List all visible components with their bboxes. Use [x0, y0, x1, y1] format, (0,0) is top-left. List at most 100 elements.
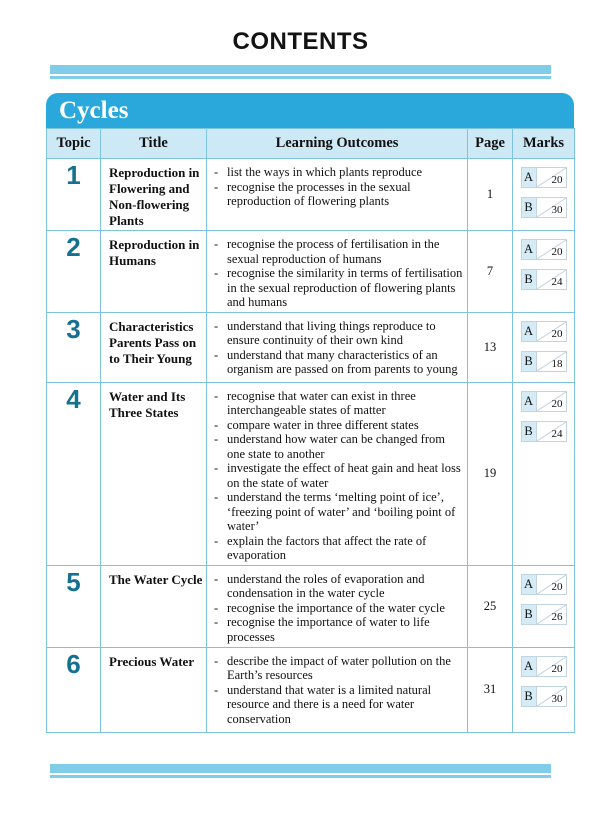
title-divider — [50, 65, 551, 79]
outcome-text: recognise the importance of the water cy… — [227, 600, 445, 615]
diagonal-slash-icon — [537, 392, 566, 411]
topic-cell: 1 — [46, 157, 101, 232]
dash-bullet: - — [214, 600, 219, 615]
outcome-item: - investigate the effect of heat gain and… — [214, 461, 463, 490]
score-value: 24 — [551, 427, 563, 440]
mark-label: A — [520, 167, 536, 188]
table-row: 4 Water and Its Three States - recognise th… — [46, 381, 575, 566]
column-header-title: Title — [100, 128, 207, 159]
score-box: 20 — [535, 239, 567, 261]
column-header-learning-outcomes: Learning Outcomes — [206, 128, 468, 159]
chapter-title: Reproduction in Flowering and Non-flower… — [100, 157, 207, 232]
outcome-text: compare water in three different states — [227, 417, 419, 432]
score-box: 26 — [535, 603, 567, 625]
dash-bullet: - — [214, 237, 219, 252]
dash-bullet: - — [214, 388, 219, 403]
page-number: 19 — [467, 381, 513, 566]
score-value: 20 — [551, 662, 563, 675]
score-box: 20 — [535, 655, 567, 677]
topic-number: 5 — [66, 566, 81, 597]
dash-bullet: - — [214, 490, 219, 505]
mark-unit: B 18 — [514, 350, 573, 372]
outcome-text: understand that water is a limited natur… — [227, 682, 432, 726]
dash-bullet: - — [214, 571, 219, 586]
outcome-item: - understand the roles of evaporation and… — [214, 572, 463, 601]
outcomes-cell: - understand that living things reproduce… — [206, 311, 468, 383]
topic-number: 3 — [66, 313, 81, 344]
mark-unit: A 20 — [514, 655, 573, 677]
score-box: 24 — [535, 269, 567, 291]
dash-bullet: - — [214, 653, 219, 668]
column-header-page: Page — [467, 128, 513, 159]
outcome-item: - understand that many characteristics of… — [214, 348, 463, 377]
outcome-text: understand the terms ‘melting point of i… — [227, 490, 456, 534]
page-number: 25 — [467, 564, 513, 648]
outcome-text: investigate the effect of heat gain and … — [227, 461, 461, 490]
outcome-item: - recognise the similarity in terms of fe… — [214, 266, 463, 310]
mark-label: A — [520, 239, 536, 261]
marks-cell: A 20 B 30 — [512, 157, 575, 232]
chapter-title: Water and Its Three States — [100, 381, 207, 566]
outcome-item: - understand that living things reproduce… — [214, 319, 463, 348]
score-box: 30 — [535, 685, 567, 707]
mark-unit: B 26 — [514, 603, 573, 625]
score-value: 24 — [551, 276, 563, 289]
outcome-item: - recognise the importance of the water c… — [214, 601, 463, 616]
diagonal-slash-icon — [537, 168, 566, 187]
table-header-row: Topic Title Learning Outcomes Page Marks — [46, 128, 575, 159]
topic-cell: 3 — [46, 311, 101, 383]
diagonal-slash-icon — [537, 198, 566, 217]
table-row: 5 The Water Cycle - understand the roles of… — [46, 564, 575, 648]
score-box: 20 — [535, 390, 567, 412]
outcomes-cell: - understand the roles of evaporation and… — [206, 564, 468, 648]
dash-bullet: - — [214, 615, 219, 630]
dash-bullet: - — [214, 266, 219, 281]
outcome-text: describe the impact of water pollution o… — [227, 653, 451, 683]
dash-bullet: - — [214, 179, 219, 194]
score-value: 26 — [551, 610, 563, 623]
mark-label: A — [520, 573, 536, 595]
table-row: 3 Characteristics Parents Pass on to Thei… — [46, 311, 575, 383]
score-box: 18 — [535, 350, 567, 372]
page-number: 1 — [467, 157, 513, 232]
topic-number: 1 — [66, 160, 81, 190]
dash-bullet: - — [214, 682, 219, 697]
mark-unit: B 24 — [514, 420, 573, 442]
outcome-text: recognise the importance of water to lif… — [227, 615, 430, 644]
dash-bullet: - — [214, 432, 219, 447]
diagonal-slash-icon — [537, 687, 566, 706]
chapter-title: Characteristics Parents Pass on to Their… — [100, 311, 207, 383]
outcome-item: - describe the impact of water pollution … — [214, 654, 463, 683]
score-value: 20 — [551, 397, 563, 410]
outcomes-cell: - describe the impact of water pollution … — [206, 646, 468, 733]
mark-label: B — [520, 685, 536, 707]
mark-unit: B 24 — [514, 269, 573, 291]
score-box: 24 — [535, 420, 567, 442]
score-value: 20 — [551, 246, 563, 259]
column-header-topic: Topic — [46, 128, 101, 159]
outcomes-cell: - recognise that water can exist in three… — [206, 381, 468, 566]
dash-bullet: - — [214, 318, 219, 333]
outcome-text: recognise the processes in the sexual re… — [227, 179, 411, 209]
mark-unit: A 20 — [514, 167, 573, 188]
outcome-item: - understand how water can be changed fro… — [214, 432, 463, 461]
table-body: 1 Reproduction in Flowering and Non-flowe… — [46, 157, 575, 733]
section-header-band: Cycles — [46, 93, 574, 128]
outcome-item: - explain the factors that affect the rat… — [214, 534, 463, 563]
footer-thin-bar — [50, 775, 551, 778]
marks-cell: A 20 B 26 — [512, 564, 575, 648]
diagonal-slash-icon — [537, 422, 566, 441]
marks-cell: A 20 B 18 — [512, 311, 575, 383]
page-number: 31 — [467, 646, 513, 733]
score-value: 30 — [551, 204, 563, 216]
outcome-text: understand the roles of evaporation and … — [227, 571, 425, 601]
page-title: CONTENTS — [232, 28, 369, 55]
chapter-title: The Water Cycle — [100, 564, 207, 648]
mark-label: B — [520, 269, 536, 291]
table-row: 2 Reproduction in Humans - recognise the pr… — [46, 230, 575, 313]
section-title: Cycles — [59, 96, 129, 124]
outcome-text: list the ways in which plants reproduce — [227, 165, 423, 179]
contents-table: Topic Title Learning Outcomes Page Marks… — [46, 128, 575, 733]
column-header-marks: Marks — [512, 128, 575, 159]
